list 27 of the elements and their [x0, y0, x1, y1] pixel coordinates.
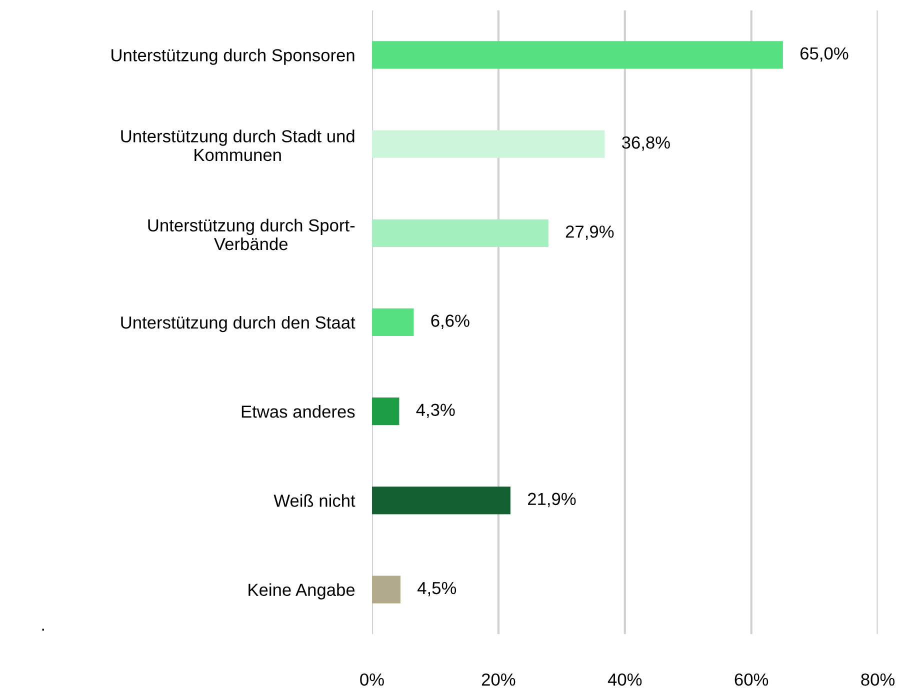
- y-tick-label: Unterstützung durch Sponsoren: [112, 48, 354, 65]
- x-tick-label: 80%: [861, 673, 895, 686]
- data-label: 65,0%: [800, 47, 848, 62]
- text: .: [42, 628, 44, 631]
- x-tick-label: 20%: [482, 673, 516, 686]
- bar: [372, 398, 400, 426]
- y-tick-label: Unterstützung durch den Staat: [121, 316, 356, 332]
- y-tick-label: Unterstützung durch Sport- Verbände: [148, 218, 355, 250]
- y-tick-label: Weiß nicht: [274, 494, 356, 507]
- data-label: 27,9%: [566, 226, 614, 240]
- data-label: 4,3%: [416, 404, 455, 418]
- bar: [372, 41, 783, 69]
- x-tick-label: 40%: [608, 673, 642, 686]
- data-label: 36,8%: [622, 136, 670, 151]
- y-tick-label: Unterstützung durch Stadt und Kommunen: [121, 130, 354, 162]
- y-tick-label: Keine Angabe: [248, 583, 355, 600]
- bar: [372, 219, 548, 247]
- y-tick-label: Etwas anderes: [242, 405, 355, 418]
- bar: [372, 130, 605, 158]
- x-tick-label: 0%: [360, 673, 384, 686]
- x-tick-label: 60%: [734, 673, 768, 686]
- bar: [372, 486, 510, 514]
- data-label: 4,5%: [418, 582, 456, 596]
- bar: [372, 308, 414, 336]
- data-label: 21,9%: [528, 492, 576, 508]
- bar: [372, 576, 400, 604]
- data-label: 6,6%: [431, 314, 470, 329]
